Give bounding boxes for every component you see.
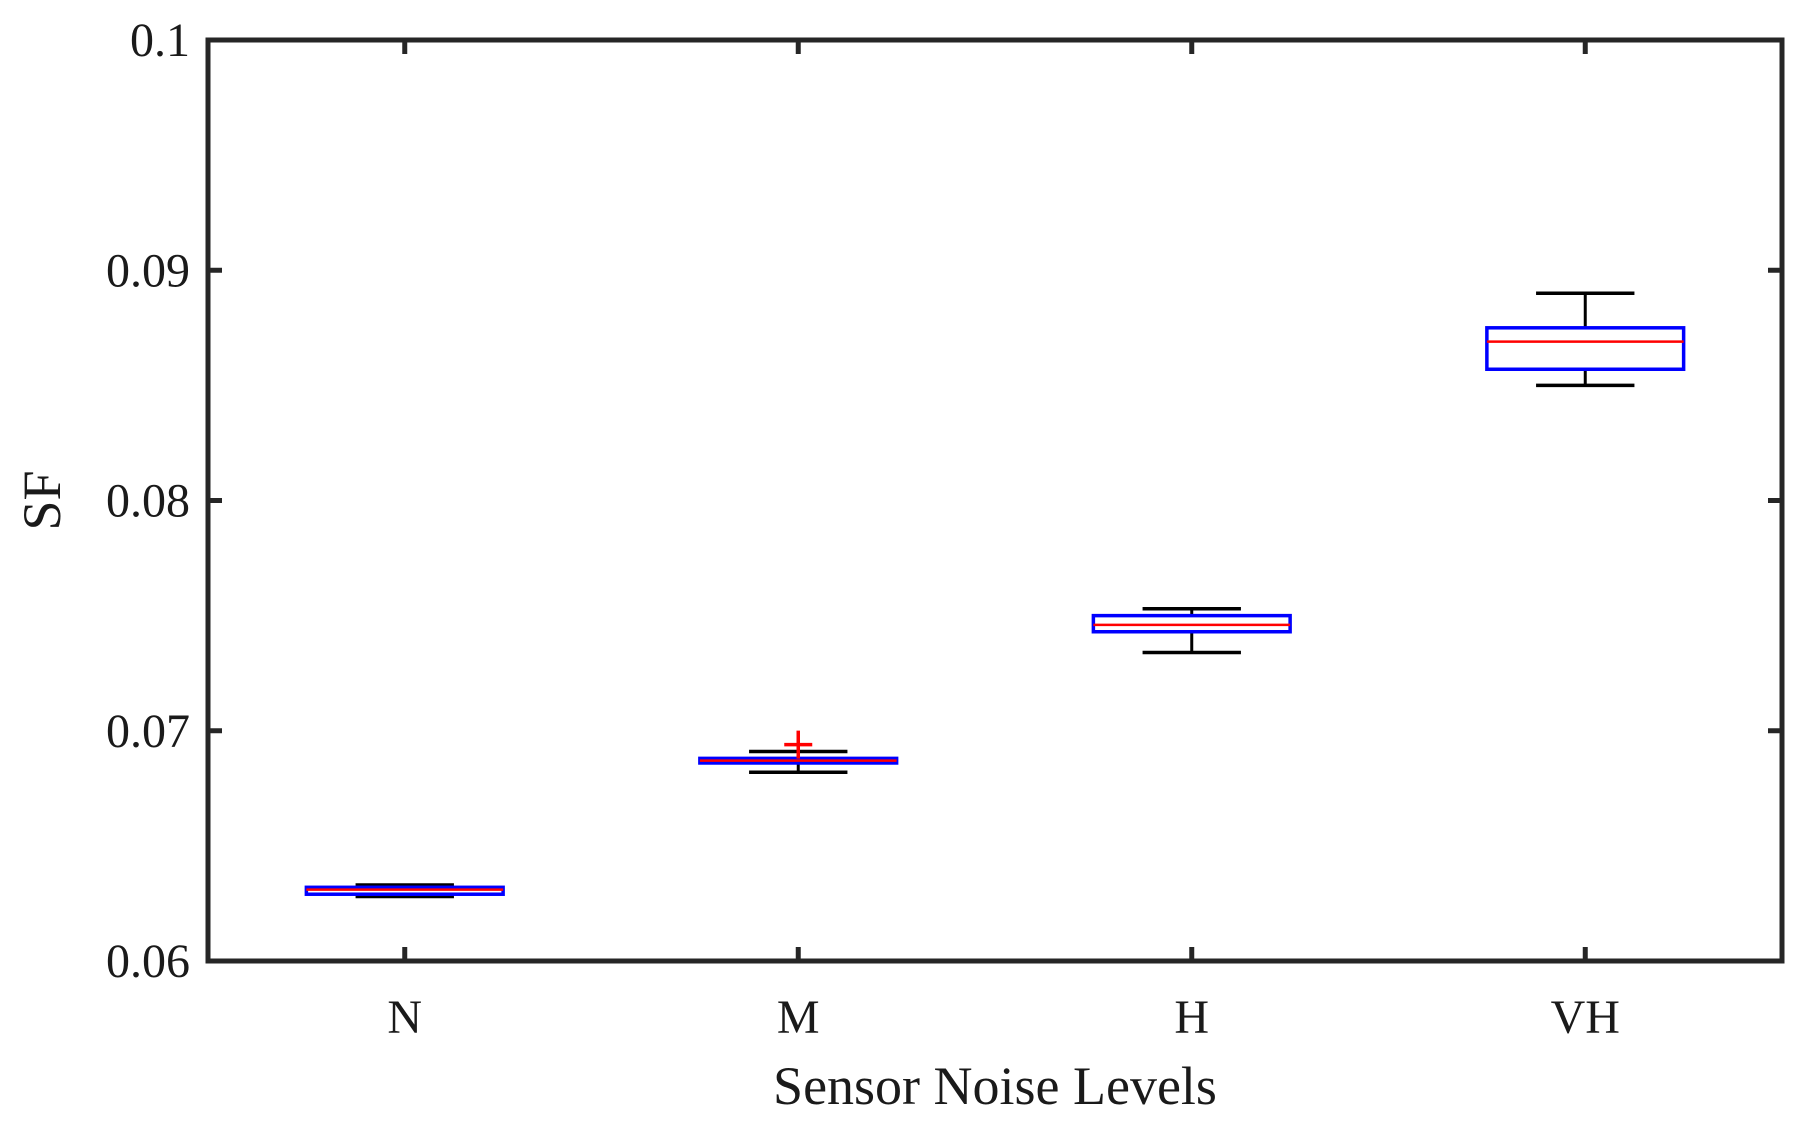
x-tick-label: VH	[1551, 991, 1620, 1044]
y-tick-label: 0.09	[106, 244, 190, 297]
box-group-n	[304, 883, 505, 899]
x-tick-label: H	[1174, 991, 1209, 1044]
iqr-box	[1485, 326, 1686, 372]
box-group-m	[698, 730, 899, 774]
plot-area-frame	[205, 37, 1785, 964]
box-group-vh	[1485, 291, 1686, 388]
y-axis-label: SF	[12, 470, 72, 530]
y-tick-label: 0.07	[106, 705, 190, 758]
boxes-layer	[304, 291, 1686, 899]
ticks-layer	[208, 37, 1782, 964]
y-tick-labels: 0.06 0.07 0.08 0.09 0.1	[106, 14, 190, 988]
x-tick-label: M	[777, 991, 820, 1044]
box-group-h	[1091, 606, 1292, 655]
x-axis-label: Sensor Noise Levels	[773, 1056, 1217, 1116]
y-tick-label: 0.06	[106, 935, 190, 988]
x-tick-labels: N M H VH	[387, 991, 1620, 1044]
outlier-marker	[784, 730, 813, 759]
y-tick-label: 0.08	[106, 475, 190, 528]
x-tick-label: N	[387, 991, 422, 1044]
y-tick-label: 0.1	[130, 14, 190, 67]
